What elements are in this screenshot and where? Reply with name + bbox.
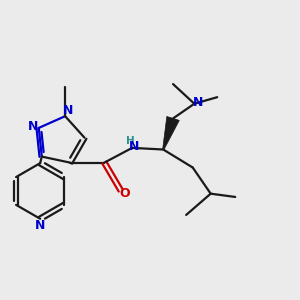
Text: N: N <box>129 140 139 153</box>
Text: O: O <box>119 187 130 200</box>
Text: N: N <box>28 120 38 133</box>
Text: N: N <box>193 96 203 109</box>
Text: N: N <box>35 220 45 232</box>
Text: H: H <box>127 136 135 146</box>
Text: N: N <box>63 104 73 117</box>
Polygon shape <box>163 116 179 150</box>
